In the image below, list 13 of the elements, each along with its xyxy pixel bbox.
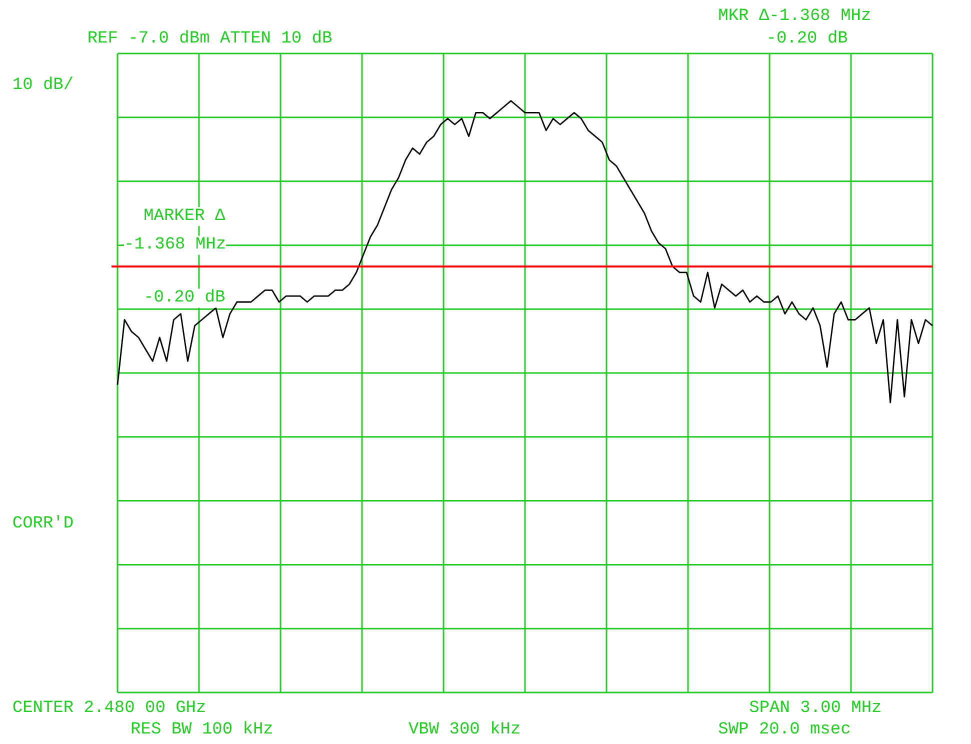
annotation: -1.368 MHz — [124, 236, 226, 255]
text: SWP 20.0 msec — [718, 720, 851, 740]
text: SPAN 3.00 MHz — [749, 698, 882, 718]
text: REF -7.0 dBm ATTEN 10 dB — [87, 29, 332, 48]
text: RES BW 100 kHz — [130, 720, 274, 740]
text: 10 dB/ — [12, 76, 74, 95]
text: CORR'D — [12, 514, 74, 534]
annotation: -0.20 dB — [144, 288, 226, 308]
text: -0.20 dB — [766, 29, 848, 48]
text: VBW 300 kHz — [408, 720, 521, 740]
text: MKR Δ-1.368 MHz — [718, 6, 872, 26]
text: CENTER 2.480 00 GHz — [12, 698, 206, 718]
annotation: MARKER Δ — [144, 206, 226, 226]
